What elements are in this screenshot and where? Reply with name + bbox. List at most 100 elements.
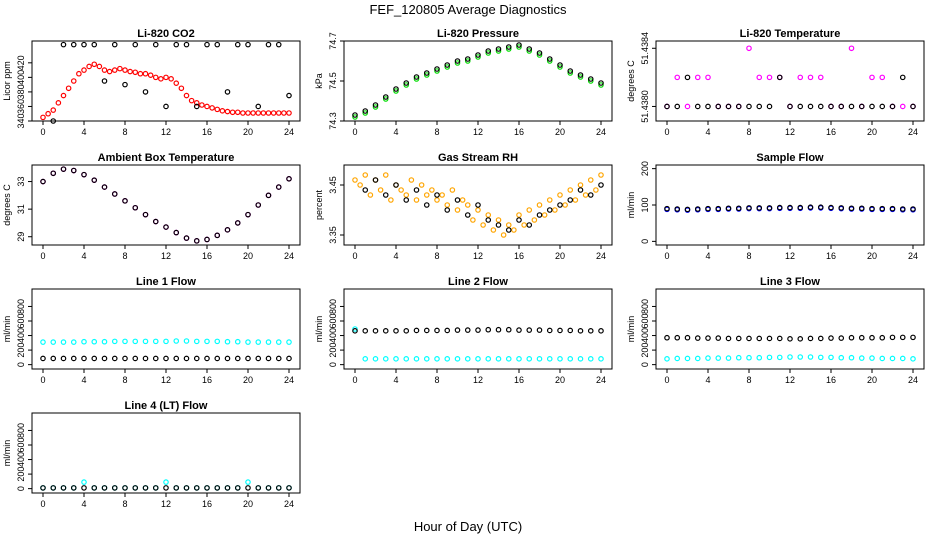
data-point <box>91 355 98 362</box>
data-point <box>270 110 277 116</box>
panel-title: Gas Stream RH <box>438 152 518 164</box>
x-tick-label: 16 <box>202 127 212 137</box>
data-point <box>275 110 282 116</box>
panel-title: Li-820 Pressure <box>437 28 519 40</box>
data-point <box>193 355 200 362</box>
data-point <box>183 235 190 241</box>
data-point <box>464 202 471 208</box>
data-point <box>485 48 492 54</box>
data-point <box>848 354 855 361</box>
data-point <box>495 222 502 228</box>
data-point <box>70 78 77 84</box>
data-point <box>70 485 77 491</box>
data-point <box>413 197 420 203</box>
data-point <box>828 103 834 110</box>
data-point <box>910 206 916 212</box>
y-tick-label: 600 <box>16 437 26 452</box>
data-point <box>546 207 553 213</box>
data-point <box>234 220 241 226</box>
data-point <box>889 103 896 110</box>
x-tick-label: 20 <box>867 375 877 385</box>
data-point <box>142 485 149 491</box>
data-point <box>910 103 916 110</box>
data-point <box>193 238 200 244</box>
data-point <box>413 356 420 362</box>
data-point <box>286 339 292 345</box>
y-axis-label: kPa <box>314 73 324 89</box>
data-point <box>265 339 272 345</box>
data-point <box>286 110 292 116</box>
data-point <box>152 338 159 345</box>
data-point <box>746 103 752 110</box>
y-tick-label: 400 <box>16 328 26 343</box>
data-point <box>705 355 711 361</box>
data-point <box>766 205 773 211</box>
data-point <box>352 177 358 183</box>
data-point <box>372 356 379 362</box>
data-point <box>142 355 149 362</box>
y-tick-label: 74.3 <box>328 112 338 130</box>
data-point <box>193 338 200 345</box>
data-point <box>787 103 793 110</box>
x-tick-label: 4 <box>81 375 86 385</box>
panel-3: Li-820 Temperature degrees C 0 4 8 12 16 20 24 51… <box>626 28 925 137</box>
data-point <box>444 62 451 68</box>
data-point <box>142 338 149 345</box>
y-tick-label: 800 <box>328 299 338 314</box>
x-tick-label: 20 <box>555 375 565 385</box>
data-point <box>879 355 886 362</box>
data-point <box>173 80 180 86</box>
x-tick-label: 4 <box>81 127 86 137</box>
x-tick-label: 12 <box>785 251 795 261</box>
x-tick-label: 16 <box>202 499 212 509</box>
data-point <box>787 354 793 360</box>
data-point <box>516 217 522 223</box>
data-point <box>152 485 159 491</box>
data-point <box>848 103 855 110</box>
data-point <box>382 356 389 362</box>
data-point <box>746 335 752 342</box>
data-point <box>423 202 430 208</box>
x-tick-label: 0 <box>352 375 357 385</box>
y-tick-label: 200 <box>640 161 650 176</box>
data-point <box>567 187 574 193</box>
data-point <box>423 72 430 78</box>
data-point <box>598 356 604 362</box>
data-point <box>598 172 604 178</box>
data-point <box>50 118 57 124</box>
x-tick-label: 20 <box>243 127 253 137</box>
data-point <box>403 197 410 203</box>
x-tick-label: 8 <box>434 127 439 137</box>
x-tick-label: 0 <box>352 127 357 137</box>
x-tick-label: 20 <box>867 251 877 261</box>
y-tick-label: 200 <box>16 343 26 358</box>
data-point <box>735 335 742 342</box>
data-point <box>418 182 425 188</box>
y-axis-label: percent <box>314 189 324 220</box>
data-point <box>372 328 379 334</box>
x-tick-label: 20 <box>555 127 565 137</box>
data-point <box>746 354 752 361</box>
data-point <box>101 184 108 190</box>
x-tick-label: 24 <box>908 251 918 261</box>
data-point <box>598 80 604 86</box>
data-point <box>199 102 205 108</box>
data-point <box>444 202 451 208</box>
x-tick-label: 16 <box>514 127 524 137</box>
data-point <box>101 78 108 84</box>
data-point <box>60 485 67 491</box>
data-point <box>516 42 522 48</box>
data-point <box>142 211 149 218</box>
data-point <box>684 206 691 213</box>
data-point <box>444 207 451 213</box>
x-tick-label: 12 <box>161 499 171 509</box>
x-tick-label: 4 <box>705 127 710 137</box>
data-point <box>127 68 133 75</box>
data-point <box>372 102 379 108</box>
data-point <box>756 205 763 211</box>
data-point <box>694 335 701 341</box>
data-point <box>122 485 128 491</box>
data-point <box>725 335 732 342</box>
data-point <box>40 114 46 121</box>
